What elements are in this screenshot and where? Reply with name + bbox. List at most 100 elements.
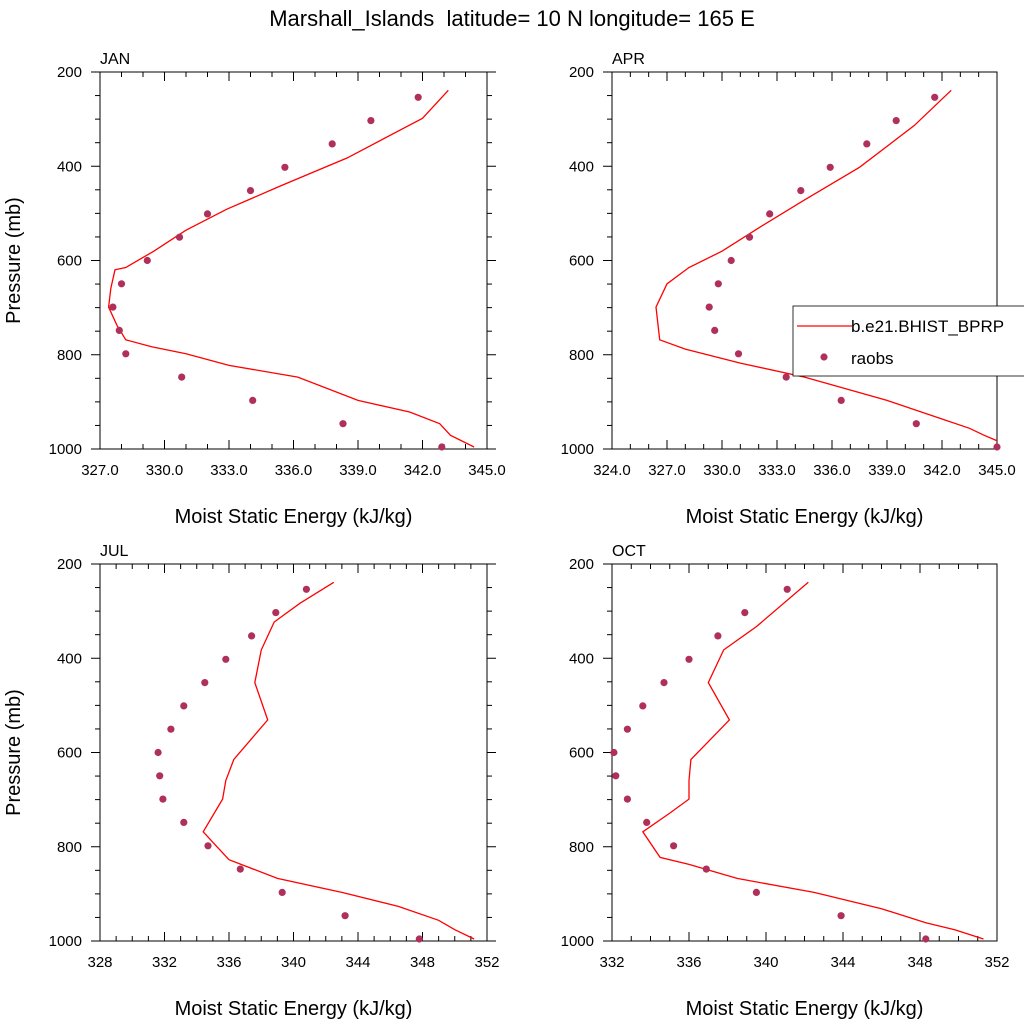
- x-axis-title: Moist Static Energy (kJ/kg): [686, 998, 924, 1020]
- obs-point: [741, 609, 749, 617]
- obs-point: [178, 373, 186, 381]
- y-tick-label: 200: [569, 556, 594, 573]
- obs-point: [702, 865, 710, 873]
- obs-point: [837, 912, 845, 920]
- obs-point: [643, 818, 651, 827]
- y-tick-label: 600: [57, 253, 82, 270]
- x-tick-label: 332: [152, 954, 177, 971]
- obs-point: [660, 679, 668, 687]
- obs-point: [117, 280, 126, 288]
- model-line: [641, 581, 984, 940]
- x-tick-label: 324.0: [593, 462, 631, 479]
- x-tick-label: 342.0: [923, 462, 961, 479]
- x-tick-label: 348: [907, 954, 932, 971]
- obs-point: [154, 748, 162, 757]
- y-tick-label: 1000: [49, 933, 82, 950]
- y-tick-label: 800: [57, 839, 82, 856]
- y-tick-label: 1000: [561, 441, 594, 458]
- obs-point: [727, 256, 735, 265]
- x-tick-label: 345.0: [978, 462, 1016, 479]
- panel-label: APR: [612, 51, 645, 68]
- x-tick-label: 328: [87, 954, 112, 971]
- model-line: [202, 581, 475, 940]
- obs-point: [341, 912, 349, 920]
- obs-point: [281, 163, 289, 171]
- obs-point: [302, 585, 310, 593]
- legend-obs-swatch: [820, 353, 828, 361]
- x-tick-label: 333.0: [210, 462, 248, 479]
- obs-point: [711, 326, 719, 334]
- x-tick-label: 352: [984, 954, 1009, 971]
- obs-point: [180, 818, 188, 827]
- obs-point: [752, 888, 761, 897]
- obs-point: [415, 935, 423, 943]
- x-tick-label: 336.0: [275, 462, 313, 479]
- obs-point: [156, 772, 164, 780]
- y-tick-label: 800: [569, 347, 594, 364]
- x-tick-label: 327.0: [81, 462, 119, 479]
- x-tick-label: 333.0: [758, 462, 796, 479]
- x-tick-label: 352: [474, 954, 499, 971]
- obs-point: [734, 350, 743, 358]
- obs-point: [797, 187, 805, 195]
- obs-point: [639, 702, 647, 710]
- y-tick-label: 400: [57, 650, 82, 667]
- obs-point: [922, 935, 930, 943]
- y-tick-label: 1000: [561, 933, 594, 950]
- obs-point: [248, 632, 256, 640]
- x-tick-label: 348: [410, 954, 435, 971]
- plot-frame: [611, 563, 998, 942]
- obs-point: [623, 795, 632, 803]
- x-axis-title: Moist Static Energy (kJ/kg): [175, 998, 413, 1020]
- y-tick-label: 200: [57, 556, 82, 573]
- panel-label: OCT: [612, 543, 646, 560]
- x-tick-label: 342.0: [404, 462, 442, 479]
- legend-box: [792, 305, 1024, 377]
- obs-point: [892, 117, 900, 125]
- x-tick-label: 339.0: [339, 462, 377, 479]
- plot-frame: [99, 71, 488, 450]
- figure-title: Marshall_Islands latitude= 10 N longitud…: [269, 6, 755, 31]
- y-tick-label: 200: [569, 64, 594, 81]
- panel-label: JAN: [100, 51, 130, 68]
- plot-frame: [611, 71, 998, 450]
- x-tick-label: 330.0: [146, 462, 184, 479]
- y-tick-label: 800: [569, 839, 594, 856]
- legend-model-label: b.e21.BHIST_BPRP: [851, 317, 1004, 336]
- obs-point: [159, 795, 167, 803]
- y-tick-label: 600: [57, 745, 82, 762]
- model-line: [107, 89, 475, 448]
- x-tick-label: 336.0: [813, 462, 851, 479]
- obs-point: [278, 888, 286, 897]
- obs-point: [931, 93, 939, 101]
- obs-point: [670, 842, 678, 850]
- obs-point: [837, 396, 845, 404]
- obs-point: [745, 233, 754, 241]
- obs-point: [143, 256, 151, 265]
- panel-apr: APR 324.0 327.0 330.0 333.0 336.0 339.0 342.0 34…: [561, 51, 1016, 528]
- obs-point: [714, 632, 722, 640]
- panel-oct: OCT 332 336 340 344 348 352 200 400 600 800 1000 Moi…: [561, 543, 1010, 1020]
- obs-point: [249, 396, 257, 404]
- panel-label: JUL: [100, 543, 129, 560]
- obs-point: [246, 187, 255, 195]
- panel-jul: JUL 328 332 336 340 344 348 352 200 400 600 800 1000…: [3, 543, 500, 1020]
- obs-point: [438, 443, 446, 451]
- obs-point: [204, 842, 212, 850]
- obs-point: [272, 609, 280, 617]
- y-tick-label: 200: [57, 64, 82, 81]
- obs-point: [685, 655, 693, 663]
- obs-point: [180, 702, 188, 710]
- x-tick-label: 336: [216, 954, 241, 971]
- y-tick-label: 600: [569, 745, 594, 762]
- x-axis-title: Moist Static Energy (kJ/kg): [686, 506, 924, 528]
- obs-point: [705, 303, 713, 311]
- y-tick-label: 400: [569, 650, 594, 667]
- x-tick-label: 340: [281, 954, 306, 971]
- obs-point: [115, 326, 123, 334]
- obs-point: [167, 725, 175, 733]
- obs-point: [414, 93, 422, 101]
- obs-point: [175, 233, 184, 241]
- obs-point: [236, 865, 244, 873]
